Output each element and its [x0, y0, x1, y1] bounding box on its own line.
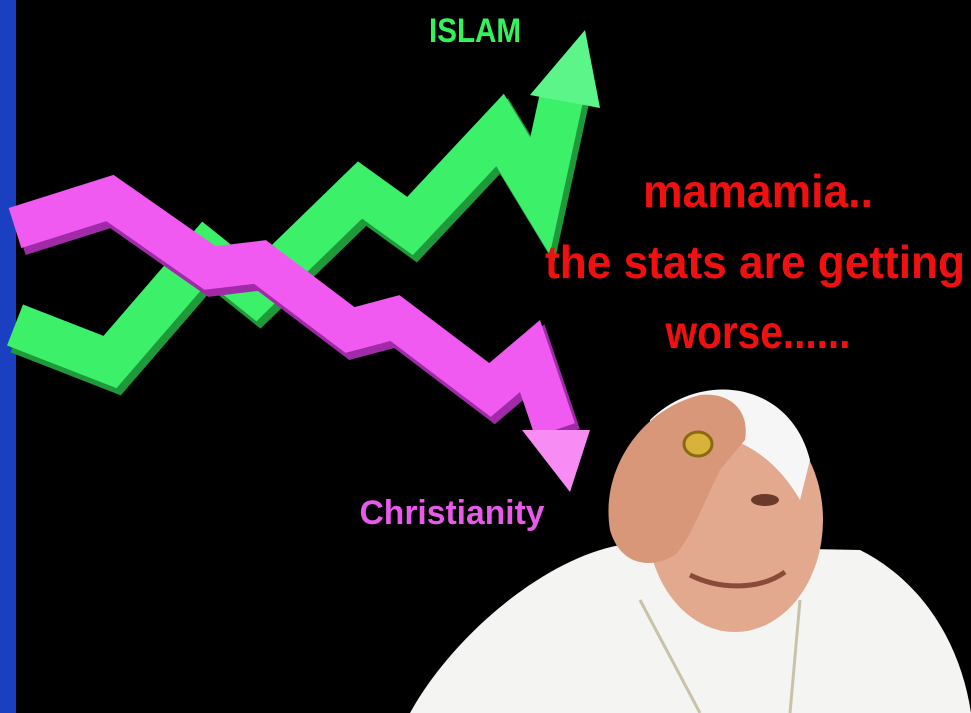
eye — [751, 494, 779, 506]
caption-line: mamamia.. — [643, 165, 873, 217]
islam-label: ISLAM — [429, 12, 521, 50]
ring — [684, 432, 712, 456]
caption-line: the stats are getting — [545, 236, 965, 288]
christianity-label: Christianity — [360, 494, 545, 532]
side-strip — [0, 0, 16, 713]
page: ISLAM Christianity mamamia.. the stats a… — [0, 0, 971, 713]
caption-line: worse...... — [665, 306, 851, 358]
meme: ISLAM Christianity mamamia.. the stats a… — [0, 0, 971, 713]
